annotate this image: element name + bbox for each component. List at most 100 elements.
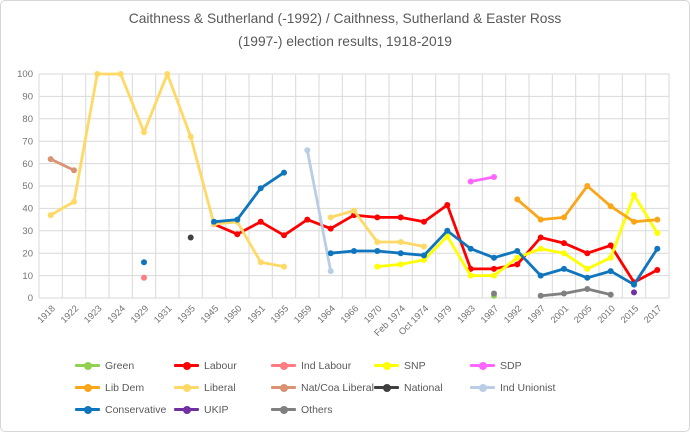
legend-label-ukip: UKIP — [204, 403, 229, 416]
legend-item-sdp: SDP — [470, 357, 555, 374]
series-point-conservative — [141, 259, 147, 266]
series-point-snp — [397, 261, 404, 268]
legend-marker-lib-dem — [75, 383, 100, 392]
legend-item-liberal: Liberal — [174, 379, 271, 396]
series-point-nat-coa-liberal — [71, 167, 77, 174]
x-tick-label: 1918 — [35, 303, 57, 325]
x-tick-label: 1924 — [105, 303, 127, 325]
series-point-labour — [421, 218, 427, 225]
series-point-national — [187, 234, 194, 241]
legend-item-national: National — [374, 379, 470, 396]
series-line-others — [539, 287, 613, 298]
y-tick-label: 80 — [22, 114, 33, 125]
series-point-liberal — [141, 129, 147, 136]
series-point-liberal — [164, 71, 171, 77]
legend-marker-green — [75, 361, 100, 370]
series-point-ind-unionist — [327, 268, 334, 275]
chart-legend: Green Labour Ind Labour SNP SDP Lib Dem Libera… — [75, 357, 555, 418]
series-point-liberal — [351, 207, 357, 214]
series-line-liberal — [49, 72, 426, 268]
x-tick-label: 1983 — [455, 303, 477, 325]
series-point-liberal — [327, 214, 334, 221]
legend-item-conservative: Conservative — [75, 401, 174, 418]
x-tick-label: 1964 — [315, 303, 337, 325]
series-line-ind-unionist — [305, 148, 333, 273]
series-point-lib-dem — [561, 214, 567, 221]
legend-label-ind-unionist: Ind Unionist — [500, 381, 556, 394]
y-tick-label: 40 — [22, 204, 33, 215]
x-tick-label: 1997 — [525, 303, 547, 325]
legend-marker-conservative — [75, 405, 100, 414]
series-point-snp — [514, 254, 521, 261]
legend-label-liberal: Liberal — [204, 381, 236, 394]
legend-label-national: National — [404, 381, 443, 394]
series-point-conservative — [607, 268, 614, 275]
x-tick-label: 1935 — [175, 303, 197, 325]
legend-label-others: Others — [301, 403, 333, 416]
legend-label-snp: SNP — [404, 359, 426, 372]
series-point-lib-dem — [584, 183, 591, 189]
legend-item-ukip: UKIP — [174, 401, 271, 418]
series-point-liberal — [47, 212, 54, 219]
legend-item-lib-dem: Lib Dem — [75, 379, 174, 396]
legend-marker-national — [374, 383, 399, 392]
series-point-labour — [491, 265, 497, 272]
series-point-lib-dem — [607, 203, 614, 210]
series-point-sdp — [491, 174, 497, 180]
legend-label-green: Green — [105, 359, 135, 372]
legend-marker-snp — [374, 361, 399, 370]
series-point-conservative — [351, 248, 357, 254]
series-point-snp — [584, 265, 591, 272]
series-point-snp — [444, 233, 451, 240]
y-tick-label: 60 — [22, 159, 33, 170]
series-point-liberal — [71, 198, 77, 205]
x-tick-label: 1992 — [502, 303, 524, 325]
x-tick-label: 1929 — [129, 303, 151, 325]
series-point-lib-dem — [514, 196, 521, 203]
series-point-ukip — [631, 289, 637, 296]
series-point-liberal — [94, 71, 101, 77]
series-point-conservative — [537, 272, 544, 279]
legend-label-nat-coa-liberal: Nat/Coa Liberal — [301, 381, 374, 394]
series-point-liberal — [117, 71, 124, 77]
series-point-conservative — [467, 245, 474, 252]
x-tick-label: 1923 — [82, 303, 104, 325]
x-tick-label: 2017 — [642, 303, 664, 325]
series-point-labour — [281, 232, 287, 239]
series-point-conservative — [211, 218, 217, 225]
x-tick-label: 1951 — [245, 303, 267, 325]
legend-item-labour: Labour — [174, 357, 271, 374]
legend-label-labour: Labour — [204, 359, 237, 372]
series-point-snp — [561, 250, 567, 257]
series-point-conservative — [654, 245, 661, 252]
legend-label-lib-dem: Lib Dem — [105, 381, 145, 394]
series-point-liberal — [187, 133, 194, 140]
series-point-snp — [631, 192, 637, 198]
series-point-snp — [467, 272, 474, 279]
series-line-sdp — [469, 175, 496, 183]
legend-item-others: Others — [271, 401, 374, 418]
x-tick-label: 1922 — [59, 303, 81, 325]
legend-marker-liberal — [174, 383, 199, 392]
series-point-conservative — [514, 248, 521, 254]
series-point-conservative — [631, 281, 637, 288]
x-tick-label: 1950 — [222, 303, 244, 325]
y-tick-label: 70 — [22, 136, 33, 147]
series-point-labour — [514, 261, 521, 268]
series-point-labour — [537, 234, 544, 241]
legend-marker-nat-coa-liberal — [271, 383, 296, 392]
series-point-labour — [374, 214, 381, 221]
chart-title-line1: Caithness & Sutherland (-1992) / Caithne… — [128, 11, 562, 26]
series-point-conservative — [444, 227, 451, 234]
y-tick-label: 10 — [22, 271, 33, 282]
series-point-nat-coa-liberal — [47, 156, 54, 163]
chart-title-line2: (1997-) election results, 1918-2019 — [238, 34, 452, 49]
x-tick-label: 1966 — [339, 303, 361, 325]
series-point-labour — [234, 231, 241, 238]
legend-marker-others — [271, 405, 296, 414]
series-point-conservative — [584, 274, 591, 281]
series-point-liberal — [421, 243, 427, 250]
series-point-liberal — [257, 259, 264, 266]
legend-label-sdp: SDP — [500, 359, 522, 372]
